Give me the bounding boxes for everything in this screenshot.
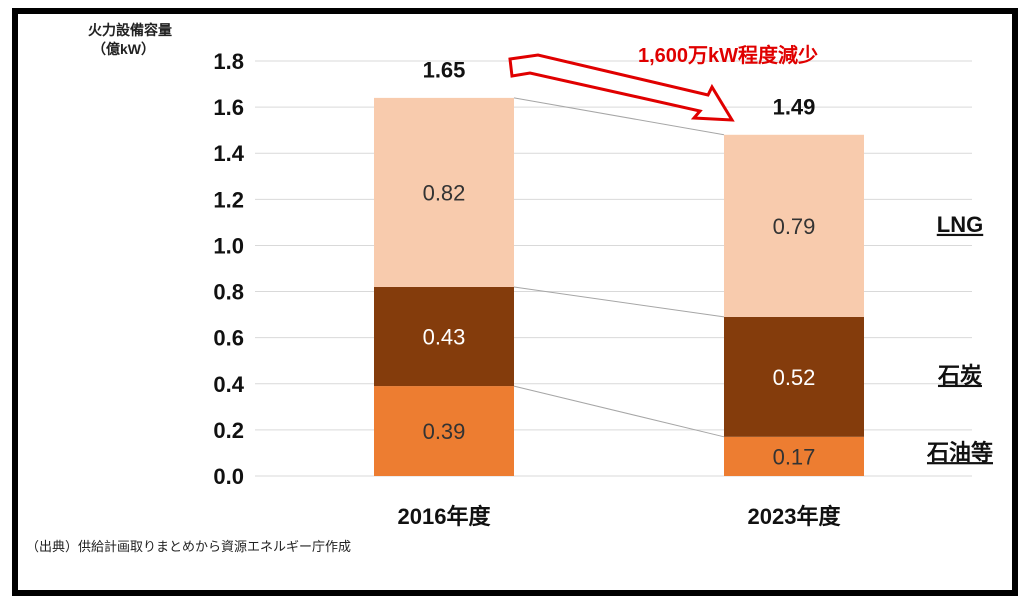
- y-tick-label: 0.6: [213, 326, 244, 351]
- connector-line: [513, 385, 725, 438]
- bar-segment: [374, 97, 514, 287]
- total-label: 1.65: [423, 58, 466, 83]
- y-tick-label: 0.4: [213, 372, 244, 397]
- segment-value-label: 0.43: [423, 325, 466, 350]
- legend-label: 石炭: [937, 363, 982, 388]
- connector-lines: [513, 97, 725, 438]
- y-axis-label-line2: （億kW）: [92, 41, 155, 57]
- y-tick-label: 1.6: [213, 95, 244, 120]
- bar-segment: [374, 286, 514, 387]
- legend: 石油等 石炭 LNG: [926, 212, 993, 465]
- y-tick-label: 1.4: [213, 141, 244, 166]
- x-axis-ticks: 2016年度 2023年度: [398, 504, 842, 529]
- bar-segment: [374, 386, 514, 476]
- y-tick-label: 0.8: [213, 280, 244, 305]
- x-tick-label: 2023年度: [748, 504, 842, 529]
- grid-lines: [255, 60, 972, 477]
- bar-segment: [724, 316, 864, 437]
- total-labels: 1.65 1.49: [423, 58, 816, 120]
- y-tick-label: 0.2: [213, 418, 244, 443]
- legend-label: 石油等: [926, 440, 993, 465]
- segment-value-label: 0.79: [773, 214, 816, 239]
- y-tick-label: 0.0: [213, 464, 244, 489]
- bars: [374, 97, 864, 476]
- segment-value-label: 0.39: [423, 419, 466, 444]
- connector-line: [513, 286, 725, 318]
- decrease-annotation: 1,600万kW程度減少: [638, 43, 818, 67]
- segment-labels: 0.39 0.43 0.82 0.17 0.52 0.79: [423, 180, 816, 469]
- source-note: （出典）供給計画取りまとめから資源エネルギー庁作成: [26, 539, 351, 554]
- total-label: 1.49: [773, 94, 816, 119]
- connector-line: [513, 97, 725, 136]
- y-axis-ticks: 0.0 0.2 0.4 0.6 0.8 1.0 1.2 1.4 1.6 1.8: [213, 49, 244, 489]
- bar-segment: [724, 134, 864, 317]
- segment-value-label: 0.52: [773, 365, 816, 390]
- segment-value-label: 0.17: [773, 444, 816, 469]
- y-tick-label: 1.8: [213, 49, 244, 74]
- y-tick-label: 1.0: [213, 233, 244, 258]
- decrease-arrow: [508, 53, 735, 122]
- x-tick-label: 2016年度: [398, 504, 492, 529]
- y-axis-label-line1: 火力設備容量: [88, 22, 172, 38]
- segment-value-label: 0.82: [423, 180, 466, 205]
- legend-label: LNG: [937, 212, 983, 237]
- y-tick-label: 1.2: [213, 187, 244, 212]
- bar-segment: [724, 436, 864, 476]
